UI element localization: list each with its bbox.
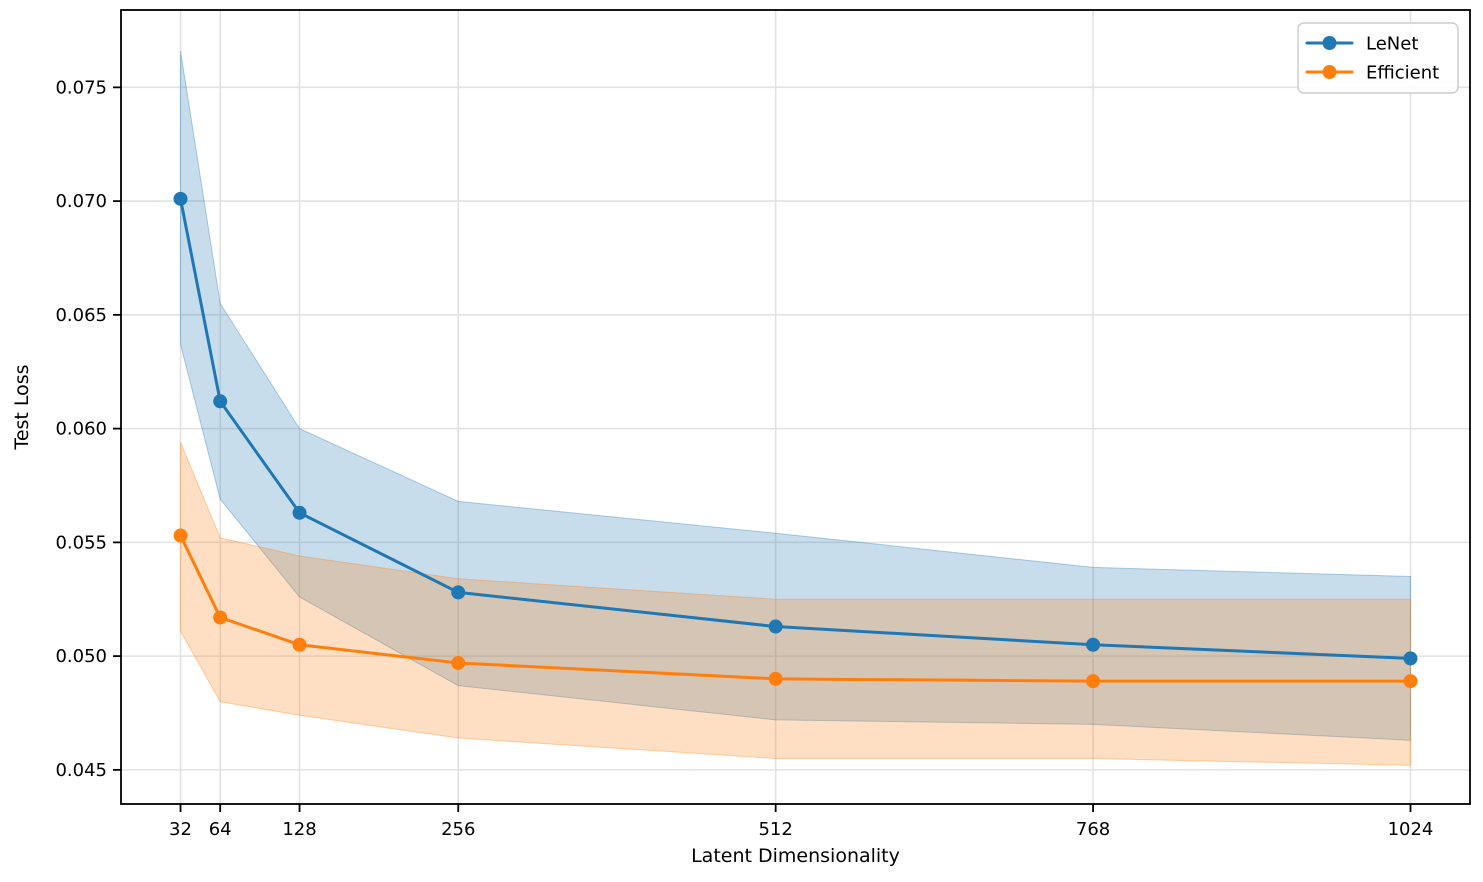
data-point	[213, 394, 228, 409]
legend-label: LeNet	[1366, 34, 1418, 55]
y-tick-label: 0.045	[55, 760, 107, 781]
markers-lenet	[173, 191, 1418, 666]
x-tick-label: 512	[758, 819, 792, 840]
y-axis-label: Test Loss	[11, 364, 33, 450]
legend: LeNet Efficient	[1297, 22, 1459, 94]
data-point	[292, 505, 307, 520]
y-tick-label: 0.070	[55, 191, 107, 212]
legend-marker	[1322, 36, 1337, 50]
x-axis: 32 64 128 256 512 768 1024	[169, 804, 1433, 840]
y-tick-label: 0.060	[55, 419, 107, 440]
x-tick-label: 1024	[1388, 819, 1434, 840]
x-tick-label: 64	[209, 819, 232, 840]
plot-border	[120, 9, 1471, 805]
data-point	[451, 585, 466, 600]
gridlines	[121, 10, 1470, 804]
data-point	[451, 655, 466, 670]
x-tick-label: 256	[441, 819, 475, 840]
y-tick-label: 0.050	[55, 646, 107, 667]
data-point	[1086, 674, 1101, 689]
confidence-band-lenet	[180, 50, 1411, 741]
data-point	[292, 637, 307, 652]
data-point	[1403, 674, 1418, 689]
data-point	[768, 619, 783, 634]
x-tick-label: 768	[1076, 819, 1110, 840]
data-point	[1086, 637, 1101, 652]
x-tick-label: 32	[169, 819, 192, 840]
data-point	[213, 610, 228, 625]
y-tick-label: 0.075	[55, 77, 107, 98]
data-point	[173, 528, 188, 543]
confidence-band-efficient	[180, 442, 1411, 766]
y-tick-label: 0.065	[55, 305, 107, 326]
legend-marker	[1322, 65, 1337, 79]
legend-label: Efficient	[1366, 63, 1439, 84]
data-point	[1403, 651, 1418, 666]
markers-efficient	[173, 528, 1418, 689]
data-point	[173, 191, 188, 206]
y-tick-label: 0.055	[55, 532, 107, 553]
y-axis: 0.045 0.050 0.055 0.060 0.065 0.070 0.075	[55, 77, 121, 781]
legend-box	[1297, 22, 1459, 94]
data-point	[768, 671, 783, 686]
x-axis-label: Latent Dimensionality	[691, 845, 900, 867]
x-tick-label: 128	[282, 819, 316, 840]
